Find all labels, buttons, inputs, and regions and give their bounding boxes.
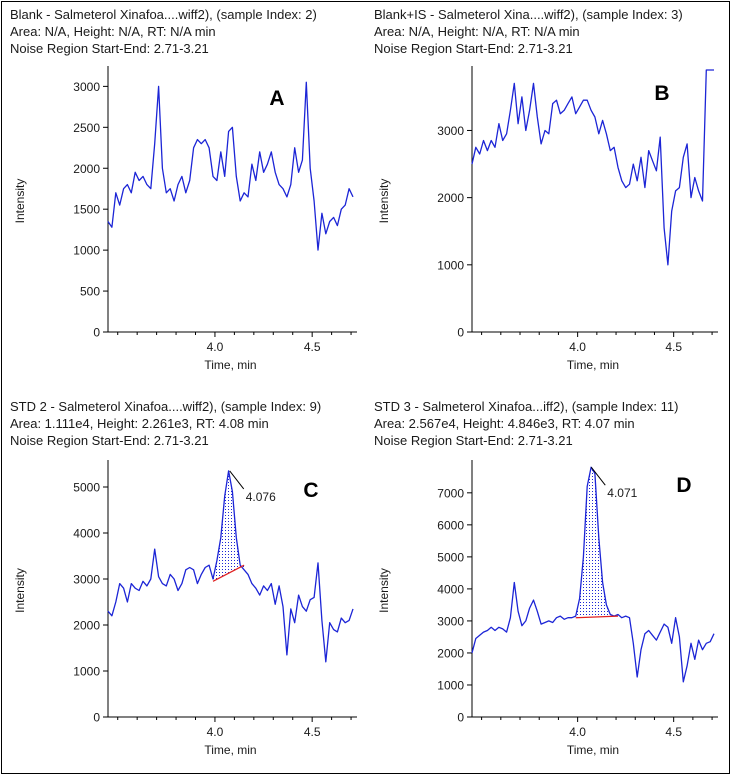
x-axis-label: Time, min (204, 358, 256, 372)
x-tick-label: 4.0 (207, 725, 224, 739)
panel-letter: A (269, 87, 284, 110)
y-axis-label: Intensity (377, 568, 391, 613)
panel-header-line-1: Blank - Salmeterol Xinafoa....wiff2), (s… (10, 7, 317, 22)
annotation-leader (229, 470, 245, 490)
y-tick-label: 1000 (437, 258, 464, 272)
chromatogram-panel-d: STD 3 - Salmeterol Xinafoa...iff2), (sam… (366, 394, 730, 780)
y-tick-label: 7000 (437, 486, 464, 500)
chromatogram-panel-b: Blank+IS - Salmeterol Xina....wiff2), (s… (366, 2, 730, 388)
x-tick-label: 4.5 (665, 340, 682, 354)
chromatogram-trace (471, 69, 714, 266)
panel-letter: D (676, 474, 691, 497)
panel-header-line-2: Area: N/A, Height: N/A, RT: N/A min (374, 24, 580, 39)
y-tick-label: 500 (80, 285, 100, 299)
x-axis-label: Time, min (567, 743, 619, 757)
panel-header-line-1: STD 3 - Salmeterol Xinafoa...iff2), (sam… (374, 399, 679, 414)
chromatogram-panel-c: STD 2 - Salmeterol Xinafoa....wiff2), (s… (2, 394, 366, 780)
x-tick-label: 4.0 (569, 340, 586, 354)
y-tick-label: 1000 (73, 244, 100, 258)
x-tick-label: 4.5 (304, 725, 321, 739)
y-tick-label: 0 (457, 711, 464, 725)
y-axis-label: Intensity (377, 179, 391, 224)
y-tick-label: 3000 (437, 124, 464, 138)
y-tick-label: 1000 (73, 665, 100, 679)
chart-svg-c: 0 1000 2000 3000 4000 5000 4.0 4.5 Time, min Inte… (13, 460, 357, 757)
y-tick-label: 2000 (437, 646, 464, 660)
x-tick-label: 4.0 (207, 340, 224, 354)
panel-header-line-3: Noise Region Start-End: 2.71-3.21 (10, 433, 209, 448)
y-tick-label: 2000 (73, 619, 100, 633)
x-axis-label: Time, min (204, 743, 256, 757)
chromatogram-trace (471, 466, 715, 683)
chart-svg-a: 0 500 1000 1500 2000 2500 3000 4.0 4.5 Time, min I… (13, 66, 357, 372)
peak-area-fill (213, 470, 245, 582)
y-axis-label: Intensity (13, 179, 27, 224)
peak-baseline (212, 564, 245, 582)
x-tick-label: 4.0 (569, 725, 586, 739)
x-tick-label: 4.5 (665, 725, 682, 739)
panel-header-line-2: Area: 1.111e4, Height: 2.261e3, RT: 4.08… (10, 416, 269, 431)
panel-header-line-3: Noise Region Start-End: 2.71-3.21 (374, 433, 573, 448)
annotation-leader (590, 466, 606, 486)
y-tick-label: 0 (93, 326, 100, 340)
panel-header-line-1: Blank+IS - Salmeterol Xina....wiff2), (s… (374, 7, 683, 22)
peak-rt-label: 4.071 (607, 486, 637, 500)
y-tick-label: 2000 (73, 162, 100, 176)
y-tick-label: 3000 (437, 614, 464, 628)
peak-rt-label: 4.076 (246, 490, 276, 504)
y-tick-label: 5000 (437, 550, 464, 564)
peak-baseline (575, 615, 618, 619)
y-tick-label: 1000 (437, 678, 464, 692)
panel-header-line-2: Area: N/A, Height: N/A, RT: N/A min (10, 24, 216, 39)
y-tick-label: 1500 (73, 203, 100, 217)
panel-letter: B (654, 82, 669, 105)
panel-header-line-2: Area: 2.567e4, Height: 4.846e3, RT: 4.07… (374, 416, 635, 431)
y-tick-label: 0 (457, 326, 464, 340)
y-tick-label: 3000 (73, 80, 100, 94)
y-tick-label: 4000 (73, 527, 100, 541)
y-tick-label: 2000 (437, 191, 464, 205)
panel-header-line-1: STD 2 - Salmeterol Xinafoa....wiff2), (s… (10, 399, 322, 414)
y-tick-label: 0 (93, 711, 100, 725)
chart-svg-b: 0 1000 2000 3000 4.0 4.5 Time, min Intensity B (377, 66, 718, 372)
chart-svg-d: 0 1000 2000 3000 4000 5000 6000 7000 4.0 4.5 Time,… (377, 460, 718, 757)
chromatogram-trace (107, 81, 354, 251)
x-axis-label: Time, min (567, 358, 619, 372)
y-axis-label: Intensity (13, 568, 27, 613)
x-tick-label: 4.5 (304, 340, 321, 354)
chromatogram-trace (107, 470, 354, 663)
y-tick-label: 5000 (73, 481, 100, 495)
chromatogram-panel-a: Blank - Salmeterol Xinafoa....wiff2), (s… (2, 2, 366, 388)
y-tick-label: 4000 (437, 582, 464, 596)
y-tick-label: 6000 (437, 518, 464, 532)
panel-header-line-3: Noise Region Start-End: 2.71-3.21 (10, 41, 209, 56)
panel-letter: C (303, 479, 318, 502)
y-tick-label: 3000 (73, 573, 100, 587)
panel-header-line-3: Noise Region Start-End: 2.71-3.21 (374, 41, 573, 56)
y-tick-label: 2500 (73, 121, 100, 135)
